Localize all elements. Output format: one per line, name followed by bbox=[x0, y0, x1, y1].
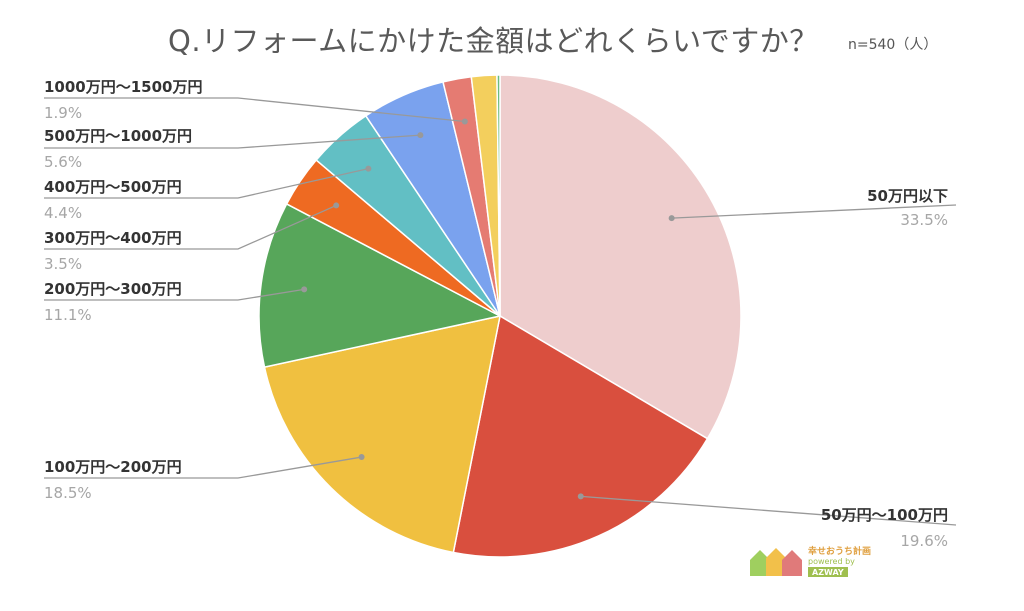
slice-percent-label: 4.4% bbox=[44, 204, 82, 222]
slice-percent-label: 1.9% bbox=[44, 104, 82, 122]
slice-label: 400万円〜500万円 bbox=[44, 178, 182, 196]
pie-slice bbox=[499, 74, 742, 440]
logo-house-icon-3 bbox=[782, 550, 802, 576]
pie-slice bbox=[496, 74, 501, 317]
slice-percent-label: 33.5% bbox=[900, 211, 948, 229]
callout-line bbox=[44, 204, 337, 250]
slice-percent-label: 19.6% bbox=[900, 532, 948, 550]
slice-label: 50万円以下 bbox=[867, 187, 948, 205]
pie-slice bbox=[258, 202, 503, 368]
chart-title: Q.リフォームにかけた金額はどれくらいですか？ bbox=[168, 24, 819, 58]
logo-azway-text: AZWAY bbox=[812, 568, 844, 577]
logo-powered-text: powered by bbox=[808, 557, 855, 566]
slice-percent-label: 5.6% bbox=[44, 153, 82, 171]
callout-line bbox=[44, 134, 421, 149]
logo-brand-text: 幸せおうち計画 bbox=[808, 545, 871, 557]
slice-label: 300万円〜400万円 bbox=[44, 229, 182, 247]
slice-label: 1000万円〜1500万円 bbox=[44, 78, 203, 96]
callout-line bbox=[580, 495, 957, 526]
slice-label: 100万円〜200万円 bbox=[44, 458, 182, 476]
pie-slice bbox=[263, 315, 501, 554]
callout-line bbox=[671, 204, 957, 219]
sample-size-label: n=540（人） bbox=[848, 37, 938, 53]
slice-label: 500万円〜1000万円 bbox=[44, 127, 192, 145]
slice-label: 50万円〜100万円 bbox=[821, 506, 948, 524]
callout-line bbox=[44, 456, 362, 479]
slice-percent-label: 11.1% bbox=[44, 306, 92, 324]
logo-azway-badge bbox=[808, 567, 848, 577]
slice-percent-label: 18.5% bbox=[44, 484, 92, 502]
logo-house-icon-2 bbox=[766, 548, 786, 576]
slice-percent-label: 3.5% bbox=[44, 255, 82, 273]
callout-line bbox=[44, 288, 305, 301]
callout-line bbox=[44, 97, 465, 123]
azway-logo: 幸せおうち計画 powered by AZWAY bbox=[750, 545, 871, 577]
slice-label: 200万円〜300万円 bbox=[44, 280, 182, 298]
pie-slice bbox=[452, 314, 709, 558]
logo-house-icon-1 bbox=[750, 550, 770, 576]
callout-line bbox=[44, 167, 369, 199]
